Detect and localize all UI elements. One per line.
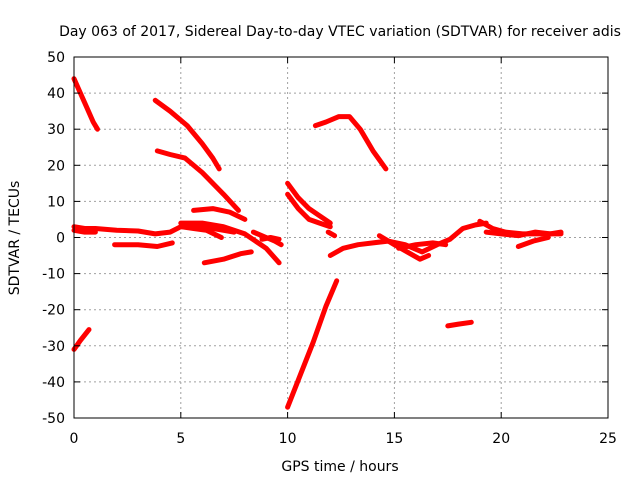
series-arc-13 (259, 235, 282, 242)
series-arc-22 (445, 319, 474, 329)
y-tick-label: -10 (42, 267, 65, 283)
series-arc-11 (201, 249, 254, 266)
axis-ticks: 0 5 10 15 20 25 -50 -40 -30 -20 -10 0 10 20 30 40 50 (42, 50, 617, 447)
series-arc-20 (376, 233, 432, 262)
series-arc-24 (483, 229, 564, 239)
series-arc-2 (71, 327, 92, 352)
x-tick-label: 20 (492, 431, 510, 447)
series-arc-25 (515, 235, 551, 249)
series-group (71, 76, 564, 410)
y-tick-label: -30 (42, 339, 65, 355)
series-arc-5 (112, 240, 175, 249)
x-tick-label: 25 (599, 431, 617, 447)
series-arc-15 (285, 180, 333, 226)
x-tick-label: 5 (176, 431, 185, 447)
series-arc-17 (312, 114, 389, 172)
series-arc-19 (327, 220, 489, 258)
y-tick-label: 0 (56, 231, 65, 247)
series-arc-16 (285, 278, 340, 410)
y-tick-label: 40 (47, 86, 65, 102)
y-axis-label: SDTVAR / TECUs (7, 181, 23, 296)
y-tick-label: -40 (42, 375, 65, 391)
y-tick-label: -20 (42, 303, 65, 319)
y-tick-label: 30 (47, 122, 65, 138)
series-arc-7 (154, 148, 241, 213)
y-tick-label: -50 (42, 411, 65, 427)
chart-title: Day 063 of 2017, Sidereal Day-to-day VTE… (59, 24, 621, 40)
series-arc-18 (325, 229, 338, 239)
x-axis-label: GPS time / hours (281, 459, 398, 475)
series-arc-6 (152, 97, 222, 172)
grid (74, 57, 608, 418)
x-tick-label: 0 (70, 431, 79, 447)
x-tick-label: 10 (279, 431, 297, 447)
y-tick-label: 10 (47, 194, 65, 210)
series-arc-21 (396, 240, 449, 251)
series-arc-9 (178, 224, 224, 240)
series-arc-4 (71, 227, 98, 235)
series-arc-10 (191, 206, 248, 222)
series-arc-1 (71, 76, 100, 132)
series-arc-3 (71, 224, 237, 237)
series-arc-14 (285, 191, 333, 230)
y-tick-label: 20 (47, 158, 65, 174)
series-arc-8 (178, 220, 282, 266)
x-tick-label: 15 (385, 431, 403, 447)
y-tick-label: 50 (47, 50, 65, 66)
